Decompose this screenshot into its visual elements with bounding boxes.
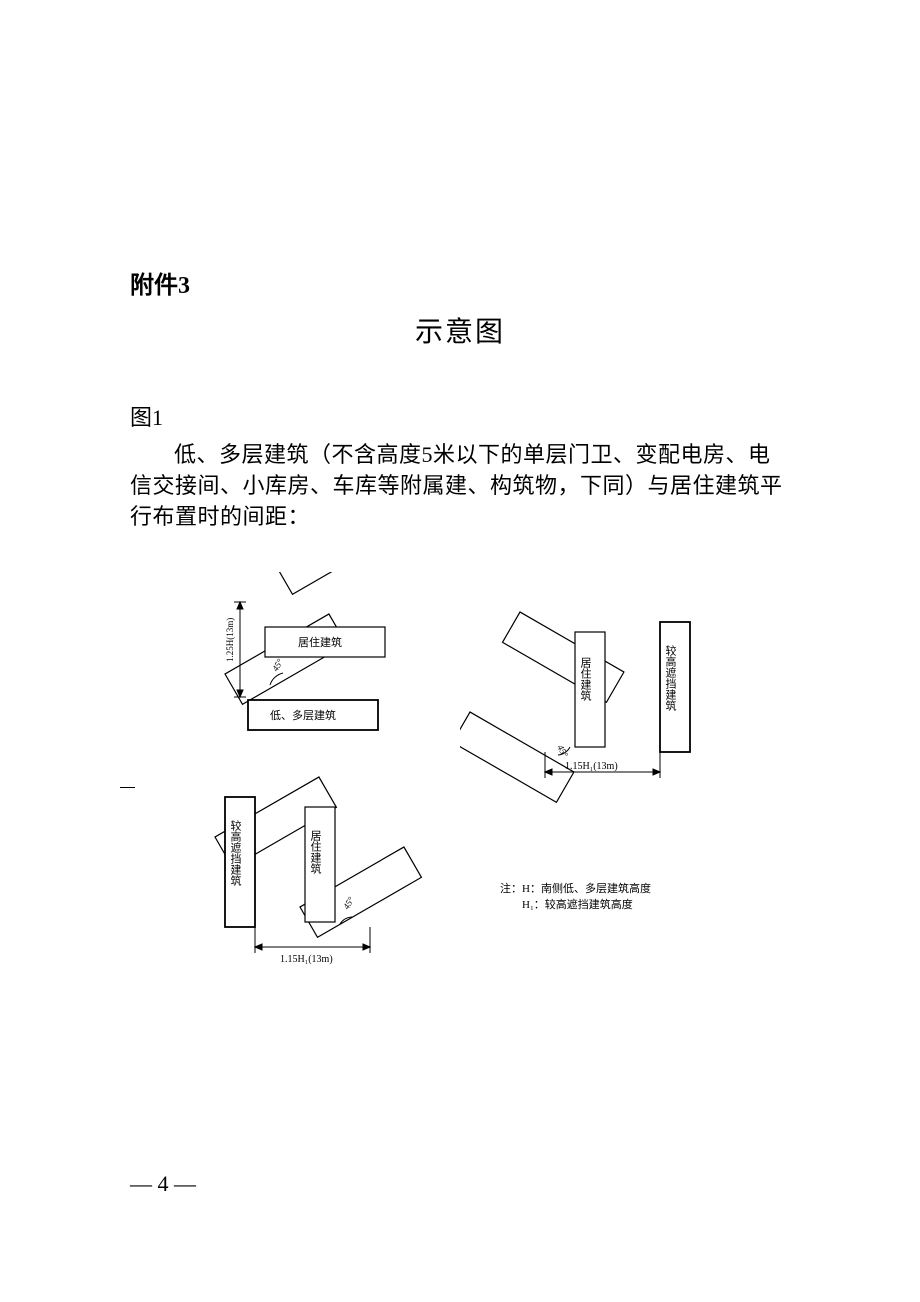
angle-label-2: 45° xyxy=(555,743,570,759)
dim-label-3: 1.15H₁(13m) xyxy=(280,954,333,965)
figure-label: 图1 xyxy=(130,400,790,432)
main-title: 示意图 xyxy=(130,310,790,350)
higher-label-2: 较高遮挡建筑 xyxy=(664,644,677,711)
page-number: — 4 — xyxy=(130,1171,196,1197)
diagram-3: 较高遮挡建筑 居住建筑 45° 1.15H₁(13m) xyxy=(170,772,450,992)
residential-label-3: 居住建筑 xyxy=(309,830,322,874)
dim-label-2: 1.15H₁(13m) xyxy=(565,761,618,772)
legend-line-1: 注：H：南侧低、多层建筑高度 xyxy=(500,882,651,897)
diagram-1: 1.25H(13m) 居住建筑 45° 低、多层建筑 xyxy=(170,572,420,772)
legend-block: 注：H：南侧低、多层建筑高度 H₁：较高遮挡建筑高度 xyxy=(500,882,651,913)
residential-label-1: 居住建筑 xyxy=(298,635,342,649)
figure-description: 低、多层建筑（不含高度5米以下的单层门卫、变配电房、电信交接间、小库房、车库等附… xyxy=(130,440,790,532)
small-dash xyxy=(120,787,135,788)
higher-label-3: 较高遮挡建筑 xyxy=(229,819,242,886)
diagram-2: 居住建筑 45° 较高遮挡建筑 1.15H₁(13m) xyxy=(460,597,740,817)
legend-line-2: H₁：较高遮挡建筑高度 xyxy=(500,898,651,913)
dim-label-1: 1.25H(13m) xyxy=(225,618,235,662)
residential-label-2: 居住建筑 xyxy=(579,657,592,701)
lowrise-label-1: 低、多层建筑 xyxy=(270,708,336,722)
diagrams-container: 1.25H(13m) 居住建筑 45° 低、多层建筑 居住建筑 45° xyxy=(130,562,790,982)
appendix-label: 附件3 xyxy=(130,265,790,300)
